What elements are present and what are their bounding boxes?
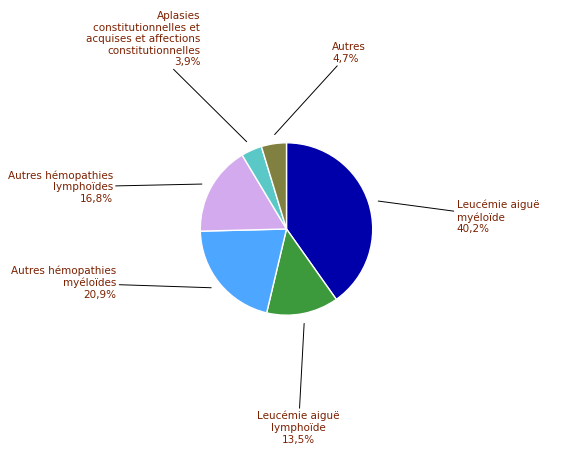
- Wedge shape: [201, 155, 286, 231]
- Wedge shape: [286, 143, 372, 299]
- Wedge shape: [201, 229, 286, 313]
- Text: Autres
4,7%: Autres 4,7%: [274, 42, 366, 135]
- Text: Leucémie aiguë
myéloïde
40,2%: Leucémie aiguë myéloïde 40,2%: [378, 200, 539, 234]
- Text: Autres hémopathies
lymphoïdes
16,8%: Autres hémopathies lymphoïdes 16,8%: [7, 170, 202, 204]
- Text: Leucémie aiguë
lymphoïde
13,5%: Leucémie aiguë lymphoïde 13,5%: [257, 323, 340, 445]
- Text: Autres hémopathies
myéloïdes
20,9%: Autres hémopathies myéloïdes 20,9%: [11, 266, 211, 300]
- Text: Aplasies
constitutionnelles et
acquises et affections
constitutionnelles
3,9%: Aplasies constitutionnelles et acquises …: [86, 11, 246, 142]
- Wedge shape: [261, 143, 286, 229]
- Wedge shape: [242, 146, 286, 229]
- Wedge shape: [266, 229, 336, 315]
